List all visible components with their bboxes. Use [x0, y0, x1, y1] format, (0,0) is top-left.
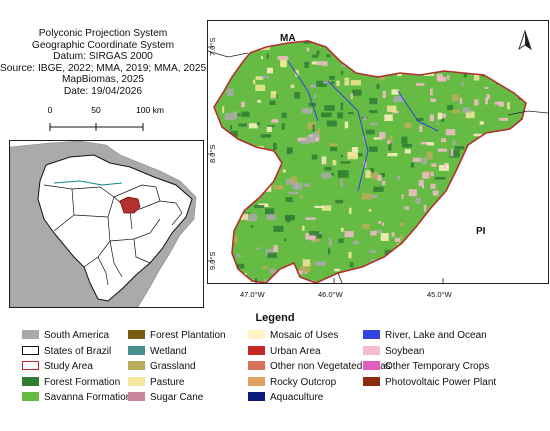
legend-label: Aquaculture	[270, 392, 324, 403]
scale-label-0: 0	[48, 105, 53, 115]
legend-label: Forest Plantation	[150, 330, 226, 341]
legend-item: Mosaic of Uses	[248, 330, 338, 342]
legend-swatch	[22, 361, 39, 370]
meta-line-coordinate-system: Geographic Coordinate System	[31, 39, 175, 51]
lon-label-46: 46.0°W	[318, 290, 343, 299]
legend-label: Other non Vegetated Areas	[270, 361, 391, 372]
legend-swatch	[128, 392, 145, 401]
scale-bar: 0 50 100 km	[40, 104, 170, 134]
north-arrow-icon	[518, 29, 532, 51]
legend-item: Pasture	[128, 376, 185, 389]
legend-item: Aquaculture	[248, 392, 323, 404]
state-boundaries	[43, 184, 183, 286]
legend-item: Soybean	[363, 345, 425, 358]
legend-swatch	[22, 376, 39, 386]
meta-line-datum: Datum: SIRGAS 2000	[53, 51, 153, 63]
meta-line-projection: Polyconic Projection System	[38, 28, 168, 39]
meta-line-source: Source: IBGE, 2022; MMA, 2019; MMA, 2025	[0, 62, 207, 74]
legend-swatch	[248, 330, 265, 339]
legend-title: Legend	[255, 312, 295, 324]
legend-swatch	[363, 345, 380, 355]
legend-swatch	[128, 345, 145, 355]
legend-item: South America	[22, 330, 109, 342]
legend-label: Mosaic of Uses	[270, 330, 339, 341]
legend-swatch	[22, 330, 39, 339]
legend-label: Grassland	[150, 361, 196, 372]
legend-swatch	[128, 330, 145, 339]
meta-line-date: Date: 19/04/2026	[63, 85, 143, 97]
legend-swatch	[363, 376, 380, 386]
legend-swatch	[248, 376, 265, 386]
map-metadata: Polyconic Projection System Geographic C…	[0, 28, 206, 98]
legend-item: Other Temporary Crops	[363, 361, 489, 373]
legend-swatch	[128, 376, 145, 386]
graticule-ticks	[208, 46, 444, 283]
legend-swatch	[22, 345, 39, 355]
state-border-lines	[208, 50, 548, 283]
legend-label: States of Brazil	[44, 345, 112, 357]
study-area-marker	[119, 196, 141, 214]
legend-label: Soybean	[385, 345, 425, 357]
legend-item: Urban Area	[248, 345, 321, 358]
legend-label: Wetland	[150, 345, 187, 357]
legend-label: Photovoltaic Power Plant	[385, 376, 497, 388]
state-label-pi: PI	[476, 226, 486, 237]
legend-label: Sugar Cane	[150, 392, 204, 403]
legend-swatch	[248, 392, 265, 401]
legend-item: Wetland	[128, 345, 187, 358]
legend-label: River, Lake and Ocean	[385, 330, 487, 341]
legend-item: Forest Plantation	[128, 330, 226, 342]
legend-item: River, Lake and Ocean	[363, 330, 487, 342]
legend-label: Urban Area	[270, 345, 321, 357]
legend-swatch	[22, 392, 39, 401]
lat-label-8: 8.0°S	[208, 144, 217, 163]
main-map-graphic	[208, 21, 548, 283]
inset-locator-map	[9, 140, 204, 308]
brazil-outline	[37, 154, 193, 302]
legend-swatch	[363, 361, 380, 370]
legend-item: Forest Formation	[22, 376, 121, 389]
legend-item: Rocky Outcrop	[248, 376, 337, 389]
legend-label: Savanna Formation	[44, 392, 132, 403]
legend-item: States of Brazil	[22, 345, 112, 358]
legend-label: Other Temporary Crops	[385, 361, 490, 372]
legend-label: Forest Formation	[44, 376, 121, 388]
legend-item: Savanna Formation	[22, 392, 131, 404]
lat-label-7: 7.0°S	[208, 37, 217, 56]
legend-swatch	[128, 361, 145, 370]
scale-bar-graphic: 0 50 100 km	[48, 105, 164, 131]
legend-swatch	[248, 345, 265, 355]
legend-item: Study Area	[22, 361, 93, 373]
legend-label: Study Area	[44, 361, 93, 372]
legend-swatch	[363, 330, 380, 339]
legend-item: Sugar Cane	[128, 392, 203, 404]
scale-label-50: 50	[91, 105, 101, 115]
lon-label-47: 47.0°W	[240, 290, 265, 299]
legend-item: Grassland	[128, 361, 196, 373]
main-map	[207, 20, 549, 284]
legend-label: Rocky Outcrop	[270, 376, 337, 388]
state-label-ma: MA	[280, 33, 296, 44]
legend-item: Photovoltaic Power Plant	[363, 376, 497, 389]
legend-swatch	[248, 361, 265, 370]
lat-label-9: 9.0°S	[208, 251, 217, 270]
legend-label: Pasture	[150, 376, 185, 388]
scale-label-100: 100 km	[136, 105, 164, 115]
legend-label: South America	[44, 330, 110, 341]
lon-label-45: 45.0°W	[427, 290, 452, 299]
meta-line-mapbiomas: MapBiomas, 2025	[61, 74, 145, 86]
legend-item: Other non Vegetated Areas	[248, 361, 391, 373]
inset-map-graphic	[10, 141, 203, 307]
